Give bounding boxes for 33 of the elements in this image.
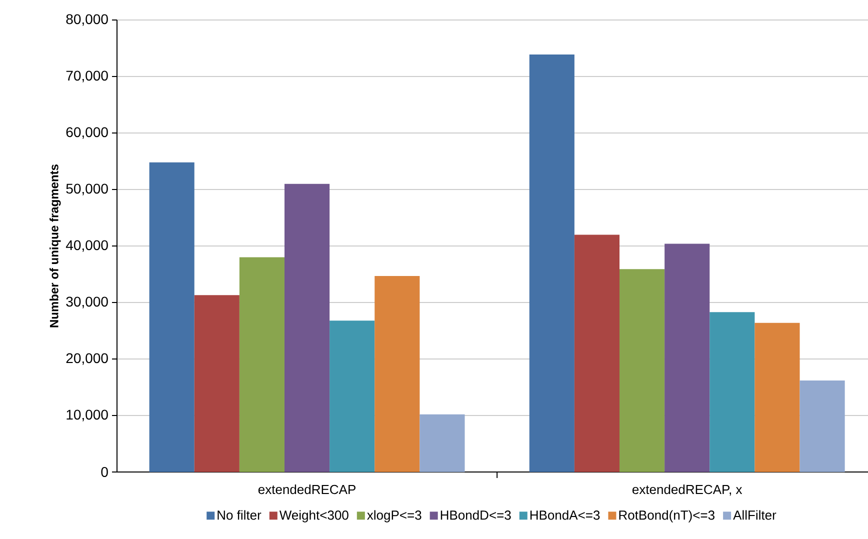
bar xyxy=(149,162,194,472)
y-tick-label: 40,000 xyxy=(66,240,108,252)
bar xyxy=(194,295,240,472)
y-tick-label: 0 xyxy=(101,467,108,477)
y-tick-label: 60,000 xyxy=(66,127,108,139)
y-tick-label: 30,000 xyxy=(66,296,108,308)
bar xyxy=(284,184,330,472)
bar xyxy=(420,414,465,472)
x-tick-label: extendedRECAP, x xyxy=(632,484,742,496)
y-tick-label: 20,000 xyxy=(66,353,108,365)
bar xyxy=(754,322,800,472)
y-tick-label: 80,000 xyxy=(66,14,108,26)
y-axis-title: Number of unique fragments xyxy=(50,164,61,328)
bar xyxy=(664,244,710,472)
bar xyxy=(239,257,284,472)
y-tick-label: 10,000 xyxy=(66,410,108,422)
legend-label: HBondD<=3 xyxy=(440,510,511,520)
bar xyxy=(330,320,375,472)
legend-label: HBondA<=3 xyxy=(530,510,600,520)
y-tick-label: 70,000 xyxy=(66,70,108,82)
legend-label: RotBond(nT)<=3 xyxy=(619,510,714,522)
bar xyxy=(574,234,620,472)
legend-label: Weight<300 xyxy=(279,510,348,522)
legend-label: No filter xyxy=(218,510,262,520)
bar xyxy=(374,276,420,472)
legend-label: xlogP<=3 xyxy=(367,510,422,522)
bar xyxy=(529,54,574,472)
y-tick-label: 50,000 xyxy=(66,184,108,196)
legend-label: AllFilter xyxy=(733,510,776,520)
x-tick-label: extendedRECAP xyxy=(258,484,356,494)
bar xyxy=(619,269,665,472)
bar xyxy=(800,380,845,472)
bar xyxy=(710,312,755,472)
